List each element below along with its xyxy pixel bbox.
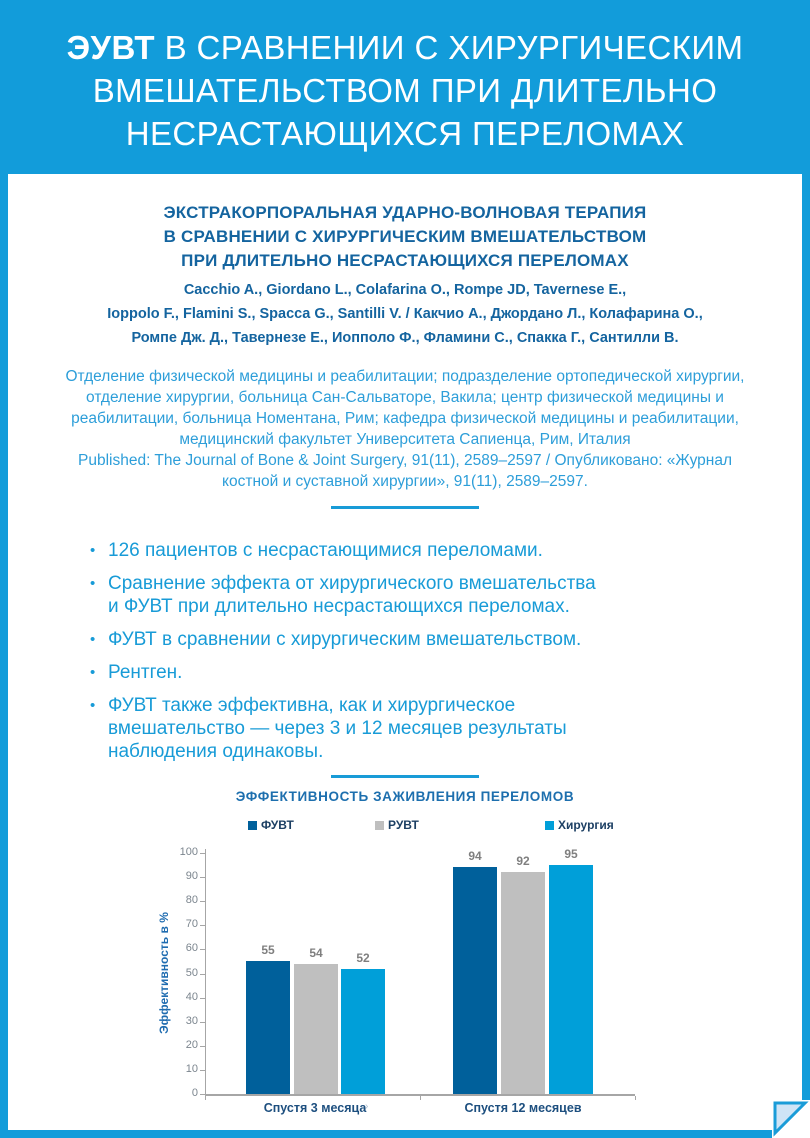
- x-axis-category-label: Спустя 12 месяцев: [464, 1101, 582, 1115]
- y-tick-mark: [200, 1069, 205, 1071]
- page-title-highlight: ЭУВТ: [66, 28, 155, 66]
- key-point-text: ФУВТ в сравнении с хирургическим вмешате…: [108, 629, 582, 650]
- section-divider: [331, 506, 479, 509]
- page-title-rest: В СРАВНЕНИИ С ХИРУРГИЧЕСКИМ ВМЕШАТЕЛЬСТВ…: [92, 28, 744, 152]
- bar-РУВТ-1: [294, 963, 338, 1094]
- y-tick-mark: [200, 925, 205, 927]
- bar-value-label: 94: [468, 849, 482, 864]
- legend-item: РУВТ: [375, 818, 419, 832]
- footnote-mark: ›: [573, 1101, 577, 1112]
- section-divider: [331, 775, 479, 778]
- legend-label: Хирургия: [558, 818, 614, 832]
- y-tick-label: 50: [185, 966, 198, 979]
- y-tick-mark: [200, 901, 205, 903]
- legend-label: РУВТ: [388, 818, 419, 832]
- y-tick-label: 80: [185, 894, 198, 907]
- key-point: • 126 пациентов с несрастающимися перелом…: [90, 539, 762, 562]
- bullet-icon: •: [90, 575, 96, 592]
- y-tick-label: 20: [185, 1038, 198, 1051]
- y-tick-label: 40: [185, 990, 198, 1003]
- key-point-text: 126 пациентов с несрастающимися перелома…: [108, 540, 543, 561]
- key-point-text: Сравнение эффекта от хирургического вмеш…: [108, 573, 596, 617]
- x-axis-category-label: Спустя 3 месяца: [263, 1101, 367, 1115]
- bar-РУВТ-2: [501, 872, 545, 1094]
- y-tick-label: 100: [179, 846, 198, 858]
- study-title: ЭКСТРАКОРПОРАЛЬНАЯ УДАРНО-ВОЛНОВАЯ ТЕРАП…: [163, 203, 647, 270]
- bar-value-label: 55: [261, 943, 275, 958]
- legend-swatch-icon: [248, 820, 257, 830]
- x-axis-tick: [205, 1096, 206, 1100]
- legend-item: ФУВТ: [248, 818, 294, 832]
- y-tick-label: 70: [185, 918, 198, 931]
- key-points: • 126 пациентов с несрастающимися перелом…: [8, 539, 802, 763]
- legend-swatch-icon: [545, 820, 554, 830]
- bar-value-label: 52: [356, 950, 370, 965]
- study-affiliation: Отделение физической медицины и реабилит…: [65, 368, 745, 490]
- bar-value-label: 54: [309, 945, 323, 960]
- bar-Хирургия-1: [341, 968, 385, 1094]
- y-tick-mark: [200, 1045, 205, 1047]
- key-point: • Сравнение эффекта от хирургического вме…: [90, 572, 762, 618]
- legend-swatch-icon: [375, 820, 384, 830]
- y-tick-mark: [200, 1021, 205, 1023]
- bar-ФУВТ-1: [246, 961, 290, 1094]
- key-point: • ФУВТ также эффективна, как и хирургичес…: [90, 694, 762, 763]
- bullet-icon: •: [90, 697, 96, 714]
- bar-chart: Эффективность в % ФУВТ РУВТ Хирургия 0 10 20 3…: [150, 815, 780, 1130]
- x-axis-tick: [635, 1096, 636, 1100]
- y-tick-mark: [200, 997, 205, 999]
- bullet-icon: •: [90, 664, 96, 681]
- key-point-text: Рентген.: [108, 662, 183, 683]
- key-point-text: ФУВТ также эффективна, как и хирургическ…: [108, 695, 567, 762]
- y-tick-label: 60: [185, 942, 198, 955]
- y-tick-mark: [200, 949, 205, 951]
- bar-value-label: 95: [564, 847, 578, 862]
- legend-item: Хирургия: [545, 818, 614, 832]
- chart-title: ЭФФЕКТИВНОСТЬ ЗАЖИВЛЕНИЯ ПЕРЕЛОМОВ: [235, 789, 575, 804]
- x-axis-tick: [420, 1096, 421, 1100]
- page-title: ЭУВТ В СРАВНЕНИИ С ХИРУРГИЧЕСКИМ ВМЕШАТЕ…: [67, 20, 744, 155]
- bar-value-label: 92: [516, 854, 530, 869]
- y-tick-mark: [200, 1094, 205, 1095]
- bullet-icon: •: [90, 542, 96, 559]
- key-point: • Рентген.: [90, 661, 762, 684]
- page-fold-corner-icon: [772, 1100, 810, 1138]
- bar-Хирургия-2: [549, 865, 593, 1094]
- study-authors: Cacchio A., Giordano L., Colafarina O., …: [107, 282, 703, 346]
- y-tick-label: 0: [191, 1087, 198, 1099]
- legend-label: ФУВТ: [261, 818, 294, 832]
- page-header: ЭУВТ В СРАВНЕНИИ С ХИРУРГИЧЕСКИМ ВМЕШАТЕ…: [0, 0, 810, 174]
- y-axis-line: [205, 849, 206, 1094]
- y-tick-mark: [200, 853, 205, 854]
- y-tick-mark: [200, 877, 205, 879]
- y-tick-mark: [200, 973, 205, 975]
- content-card: ЭКСТРАКОРПОРАЛЬНАЯ УДАРНО-ВОЛНОВАЯ ТЕРАП…: [8, 174, 802, 1130]
- y-tick-label: 10: [185, 1062, 198, 1075]
- bullet-icon: •: [90, 631, 96, 648]
- bar-ФУВТ-2: [453, 867, 497, 1094]
- x-axis-line: [205, 1094, 635, 1096]
- y-tick-label: 30: [185, 1014, 198, 1027]
- footnote-mark: ›: [365, 1101, 369, 1112]
- y-tick-label: 90: [185, 870, 198, 883]
- key-point: • ФУВТ в сравнении с хирургическим вмешат…: [90, 628, 762, 651]
